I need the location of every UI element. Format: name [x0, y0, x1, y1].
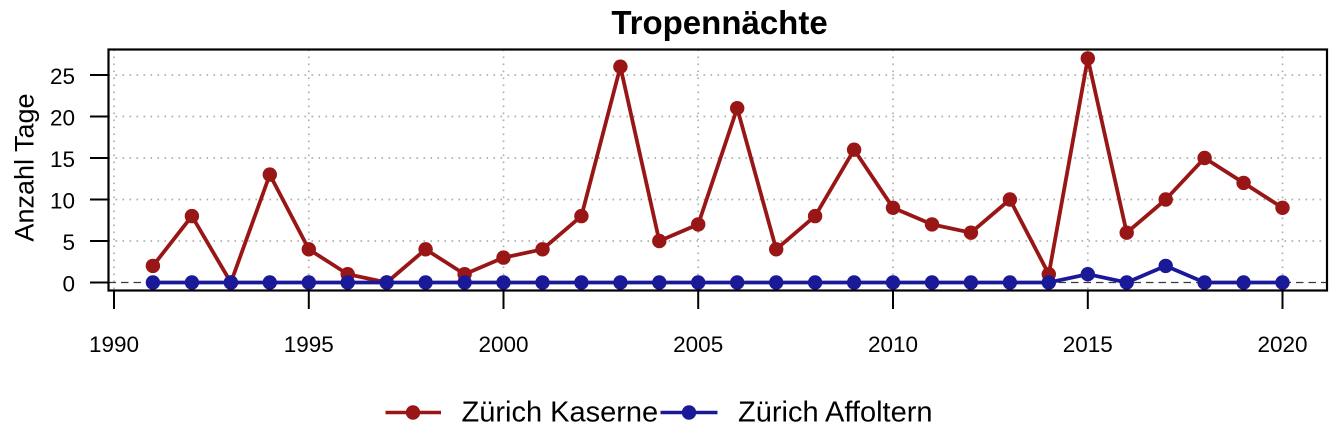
svg-text:0: 0	[62, 272, 75, 297]
svg-text:25: 25	[50, 64, 75, 89]
svg-text:5: 5	[62, 230, 75, 255]
svg-text:Anzahl Tage: Anzahl Tage	[10, 93, 40, 241]
svg-text:2000: 2000	[478, 332, 528, 357]
svg-text:2015: 2015	[1063, 332, 1113, 357]
svg-text:Zürich Kaserne: Zürich Kaserne	[462, 397, 659, 429]
svg-text:20: 20	[50, 106, 75, 131]
svg-text:Tropennächte: Tropennächte	[611, 4, 827, 41]
svg-text:2020: 2020	[1257, 332, 1307, 357]
svg-text:1990: 1990	[89, 332, 139, 357]
svg-text:1995: 1995	[284, 332, 334, 357]
svg-text:15: 15	[50, 147, 75, 172]
svg-text:Zürich Affoltern: Zürich Affoltern	[738, 397, 933, 429]
svg-text:2010: 2010	[868, 332, 918, 357]
svg-text:2005: 2005	[673, 332, 723, 357]
svg-text:10: 10	[50, 189, 75, 214]
